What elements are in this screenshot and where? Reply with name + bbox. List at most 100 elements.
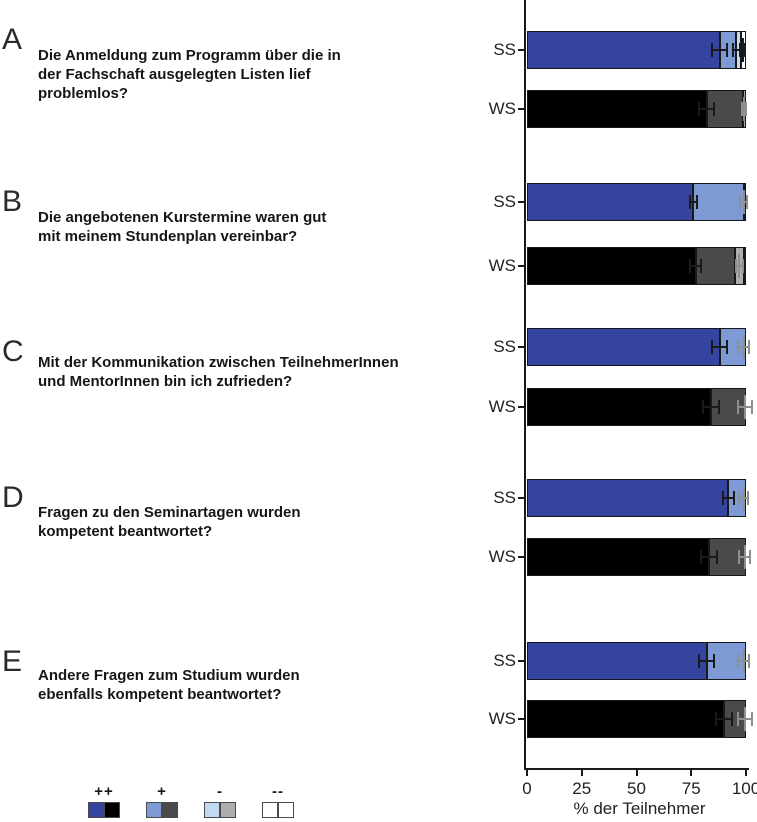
x-axis-tick-label: 50 bbox=[627, 779, 646, 798]
error-bar-cap bbox=[747, 491, 750, 505]
legend-swatch-ws-plus bbox=[162, 802, 178, 818]
panel-e-question: Andere Fragen zum Studium wurden ebenfal… bbox=[38, 667, 300, 703]
y-tick bbox=[518, 556, 524, 558]
x-axis-tick-label: 75 bbox=[681, 779, 701, 798]
error-bar-cap bbox=[697, 654, 700, 668]
legend-item-minusminus: -- bbox=[262, 784, 294, 818]
panel-e-letter: E bbox=[2, 645, 23, 678]
error-bar-line bbox=[721, 497, 736, 499]
error-bar-cap bbox=[700, 259, 703, 273]
y-tick bbox=[518, 49, 524, 51]
x-axis-tick-label: 0 bbox=[522, 779, 532, 798]
x-axis-tick bbox=[690, 770, 693, 776]
panel-c-letter: C bbox=[2, 335, 24, 368]
error-bar-line bbox=[737, 346, 751, 348]
error-bar-line bbox=[715, 718, 733, 720]
error-bar-cap bbox=[715, 550, 718, 564]
error-bar-line bbox=[731, 49, 741, 51]
error-bar-cap bbox=[733, 491, 736, 505]
row-label-d-ss: SS bbox=[493, 488, 516, 507]
error-bar-cap bbox=[731, 43, 734, 57]
panel-b-question: Die angebotenen Kurstermine waren gut mi… bbox=[38, 209, 327, 245]
legend-swatch-ss-plusplus bbox=[88, 802, 104, 818]
error-bar-cap bbox=[741, 259, 744, 273]
bar-segment-++ bbox=[527, 247, 696, 285]
row-label-d-ws: WS bbox=[488, 547, 516, 566]
legend-swatch-pair bbox=[262, 802, 294, 818]
error-bar-line bbox=[710, 49, 729, 51]
legend-swatch-ws-minus bbox=[220, 802, 236, 818]
bar-segment-+ bbox=[693, 183, 744, 221]
legend-label-minusminus: -- bbox=[272, 783, 284, 800]
error-bar-line bbox=[737, 660, 751, 662]
error-bar-cap bbox=[750, 712, 753, 726]
error-bar-cap bbox=[748, 340, 751, 354]
error-bar-cap bbox=[730, 712, 733, 726]
error-bar-line bbox=[739, 49, 746, 51]
x-axis-tick-label: 100 bbox=[731, 779, 757, 798]
error-bar-line bbox=[689, 265, 703, 267]
x-axis-tick bbox=[635, 770, 638, 776]
y-tick bbox=[518, 346, 524, 348]
error-bar-cap bbox=[750, 400, 753, 414]
error-bar-line bbox=[735, 265, 744, 267]
x-axis-tick bbox=[580, 770, 583, 776]
error-bar-line bbox=[697, 108, 716, 110]
y-tick bbox=[518, 660, 524, 662]
error-bar-cap bbox=[746, 195, 749, 209]
error-bar-cap bbox=[739, 43, 742, 57]
y-tick bbox=[518, 108, 524, 110]
error-bar-line bbox=[702, 406, 720, 408]
x-axis-tick-label: 25 bbox=[572, 779, 592, 798]
x-axis-title: % der Teilnehmer bbox=[573, 799, 706, 818]
error-bar-line bbox=[738, 497, 750, 499]
error-bar-cap bbox=[713, 654, 716, 668]
error-bar-line bbox=[710, 346, 729, 348]
bar-segment-++ bbox=[527, 388, 711, 426]
error-bar-line bbox=[689, 201, 698, 203]
error-bar-cap bbox=[695, 195, 698, 209]
error-bar-cap bbox=[737, 340, 740, 354]
error-bar-cap bbox=[744, 43, 746, 57]
error-bar-cap bbox=[721, 491, 724, 505]
y-tick bbox=[518, 497, 524, 499]
panel-d-letter: D bbox=[2, 481, 24, 514]
error-bar-cap bbox=[689, 259, 692, 273]
bar-segment-++ bbox=[527, 642, 707, 680]
error-bar-cap bbox=[748, 654, 751, 668]
row-label-e-ws: WS bbox=[488, 709, 516, 728]
legend-label-plus: + bbox=[157, 783, 167, 800]
legend-label-minus: - bbox=[217, 783, 223, 800]
y-axis-line bbox=[524, 0, 526, 770]
legend-swatch-ws-plusplus bbox=[104, 802, 120, 818]
row-label-b-ws: WS bbox=[488, 256, 516, 275]
error-bar-cap bbox=[689, 195, 692, 209]
bar-segment-++ bbox=[527, 479, 729, 517]
error-bar-cap bbox=[710, 43, 713, 57]
error-bar-cap bbox=[740, 102, 743, 116]
panel-a-letter: A bbox=[2, 23, 23, 56]
y-tick bbox=[518, 406, 524, 408]
error-bar-cap bbox=[735, 259, 738, 273]
y-tick bbox=[518, 201, 524, 203]
error-bar-cap bbox=[739, 195, 742, 209]
x-axis-tick bbox=[526, 770, 528, 776]
error-bar-cap bbox=[697, 102, 700, 116]
error-bar-cap bbox=[738, 550, 741, 564]
row-label-c-ws: WS bbox=[488, 397, 516, 416]
error-bar-cap bbox=[726, 340, 729, 354]
panel-c-question: Mit der Kommunikation zwischen Teilnehme… bbox=[38, 354, 399, 390]
y-tick bbox=[518, 718, 524, 720]
legend-swatch-ws-minusminus bbox=[278, 802, 294, 818]
legend-item-plus: + bbox=[146, 784, 178, 818]
error-bar-line bbox=[739, 201, 749, 203]
row-label-b-ss: SS bbox=[493, 192, 516, 211]
legend-swatch-pair bbox=[146, 802, 178, 818]
bar-segment-++ bbox=[527, 183, 694, 221]
legend-item-plusplus: ++ bbox=[88, 784, 120, 818]
panel-d-question: Fragen zu den Seminartagen wurden kompet… bbox=[38, 504, 301, 540]
legend-swatch-pair bbox=[88, 802, 120, 818]
y-tick bbox=[518, 265, 524, 267]
error-bar-cap bbox=[717, 400, 720, 414]
error-bar-line bbox=[737, 718, 753, 720]
